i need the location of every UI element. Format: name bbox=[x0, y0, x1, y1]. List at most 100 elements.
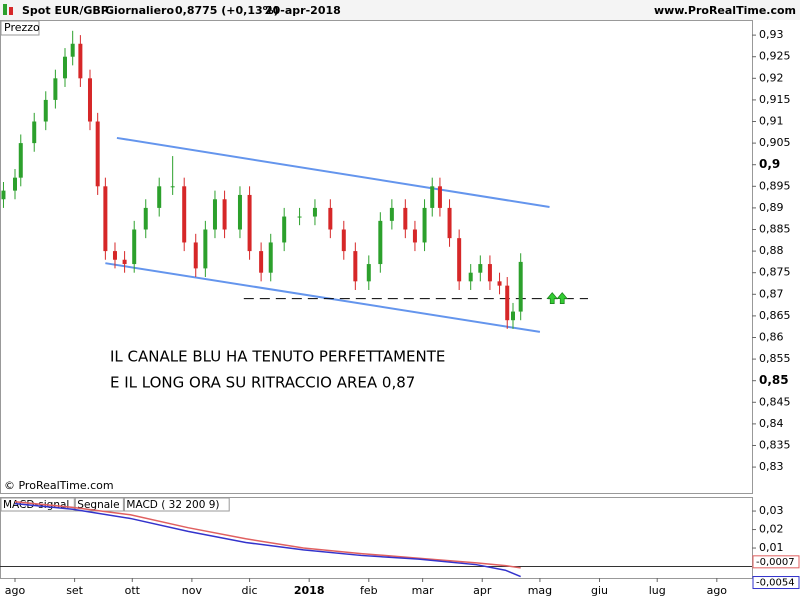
y-tick-label: 0,84 bbox=[759, 417, 784, 430]
channel-line bbox=[116, 136, 550, 209]
y-tick-label: 0,92 bbox=[759, 71, 784, 84]
y-tick-label: 0,87 bbox=[759, 287, 784, 300]
candle-body bbox=[268, 242, 273, 273]
candle-body bbox=[366, 264, 371, 282]
candle-body bbox=[203, 229, 208, 269]
macd-panel bbox=[0, 497, 753, 579]
y-tick-label: 0,905 bbox=[759, 136, 791, 149]
candle-body bbox=[505, 285, 510, 321]
copyright: © ProRealTime.com bbox=[4, 479, 114, 492]
x-tick-label: lug bbox=[649, 584, 666, 597]
candle-body bbox=[132, 229, 137, 265]
y-tick-label: 0,865 bbox=[759, 309, 791, 322]
candle-body bbox=[70, 43, 75, 57]
value-label-box bbox=[752, 555, 800, 569]
y-tick-label: 0,88 bbox=[759, 244, 784, 257]
y-tick-label: 0,835 bbox=[759, 438, 791, 451]
candle-body bbox=[422, 207, 427, 243]
x-tick-label: apr bbox=[473, 584, 492, 597]
candle-body bbox=[282, 216, 287, 243]
candle-body bbox=[412, 229, 417, 243]
candle-body bbox=[478, 264, 483, 273]
candle-body bbox=[212, 199, 217, 230]
x-tick-label: 2018 bbox=[294, 584, 325, 597]
candle-body bbox=[62, 56, 67, 79]
candle-body bbox=[447, 207, 452, 239]
annotation: IL CANALE BLU HA TENUTO PERFETTAMENTE bbox=[110, 348, 445, 366]
buy-arrow bbox=[556, 292, 568, 304]
candle-body bbox=[430, 186, 435, 208]
instrument: Spot EUR/GBP bbox=[22, 4, 109, 17]
header-bar bbox=[0, 0, 800, 20]
candle-body bbox=[487, 264, 492, 282]
x-tick-label: ago bbox=[707, 584, 728, 597]
candle-body bbox=[353, 251, 358, 282]
candle-body bbox=[297, 216, 302, 218]
candle-body bbox=[112, 251, 117, 260]
site: www.ProRealTime.com bbox=[654, 4, 796, 17]
candle-body bbox=[312, 207, 317, 217]
value-label: -0,0007 bbox=[756, 557, 795, 568]
y-tick-label: 0,9 bbox=[759, 157, 780, 171]
value-label: -0,0054 bbox=[756, 578, 795, 589]
candle-body bbox=[12, 177, 17, 191]
candle-body bbox=[259, 251, 264, 273]
macd-label: MACD ( 32 200 9) bbox=[126, 499, 219, 511]
y-tick-label: 0,845 bbox=[759, 395, 791, 408]
candle-body bbox=[378, 220, 383, 265]
candle-body bbox=[157, 186, 162, 208]
date: 20-apr-2018 bbox=[265, 4, 341, 17]
quote: 0,8775 (+0,13%) bbox=[175, 4, 279, 17]
candle-body bbox=[78, 43, 83, 79]
candle-body bbox=[237, 194, 242, 230]
candle-body bbox=[95, 121, 100, 187]
macd-line bbox=[14, 502, 521, 578]
candle-body bbox=[403, 207, 408, 230]
candle-body bbox=[193, 242, 198, 269]
candle-body bbox=[43, 99, 48, 122]
candle-body bbox=[222, 199, 227, 230]
y-tick-label: 0,895 bbox=[759, 179, 791, 192]
x-tick-label: nov bbox=[182, 584, 203, 597]
candle-body bbox=[122, 259, 127, 265]
price-panel bbox=[0, 20, 753, 494]
panel-label: Prezzo bbox=[4, 21, 40, 34]
candle-body bbox=[87, 78, 92, 122]
candle-body bbox=[341, 229, 346, 252]
x-tick-label: ott bbox=[125, 584, 141, 597]
channel-line bbox=[105, 262, 541, 333]
annotation: E IL LONG ORA SU RITRACCIO AREA 0,87 bbox=[110, 374, 415, 392]
y2-tick-label: 0,02 bbox=[759, 523, 784, 536]
candle-body bbox=[468, 272, 473, 282]
candle-body bbox=[328, 207, 333, 230]
x-tick-label: set bbox=[66, 584, 83, 597]
y-tick-label: 0,91 bbox=[759, 115, 784, 128]
candle-body bbox=[143, 207, 148, 230]
candle-body bbox=[18, 143, 23, 178]
x-tick-label: ago bbox=[5, 584, 26, 597]
candle-body bbox=[457, 238, 462, 282]
x-tick-label: feb bbox=[360, 584, 378, 597]
y2-tick-label: 0,01 bbox=[759, 541, 784, 554]
y-tick-label: 0,855 bbox=[759, 352, 791, 365]
x-tick-label: dic bbox=[242, 584, 258, 597]
y-tick-label: 0,93 bbox=[759, 28, 784, 41]
y-tick-label: 0,89 bbox=[759, 201, 784, 214]
candle-body bbox=[510, 311, 515, 321]
y-tick-label: 0,86 bbox=[759, 330, 784, 343]
app-icon bbox=[9, 7, 13, 15]
candle-body bbox=[103, 186, 108, 252]
candle-body bbox=[32, 121, 37, 144]
value-label-box bbox=[752, 576, 800, 590]
macd-label: Segnale bbox=[77, 499, 119, 511]
y-tick-label: 0,915 bbox=[759, 93, 791, 106]
x-tick-label: mar bbox=[412, 584, 434, 597]
x-tick-label: giu bbox=[591, 584, 608, 597]
candle-body bbox=[182, 186, 187, 243]
y-tick-label: 0,925 bbox=[759, 50, 791, 63]
candle-body bbox=[1, 190, 6, 200]
candle-body bbox=[170, 186, 175, 188]
candle-body bbox=[247, 194, 252, 252]
macd-line bbox=[14, 501, 521, 569]
